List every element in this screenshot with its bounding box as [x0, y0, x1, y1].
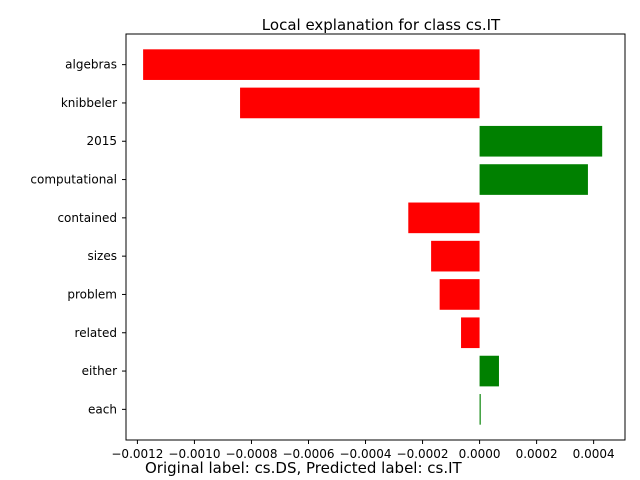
bars-group — [143, 49, 603, 425]
bar-related — [461, 317, 480, 349]
x-tick-label: 0.0000 — [459, 447, 501, 461]
y-tick-label: 2015 — [86, 134, 117, 148]
x-tick-label: −0.0012 — [111, 447, 163, 461]
x-tick-label: −0.0004 — [339, 447, 391, 461]
bar-problem — [439, 279, 480, 310]
bar-either — [479, 355, 499, 387]
bar-2015 — [479, 125, 603, 157]
x-tick-label: −0.0008 — [225, 447, 277, 461]
x-tick-label: −0.0006 — [282, 447, 334, 461]
x-tick-label: −0.0002 — [397, 447, 449, 461]
bar-each — [479, 394, 481, 425]
bar-contained — [408, 202, 480, 234]
x-tick-label: 0.0004 — [573, 447, 615, 461]
y-tick-label: computational — [30, 173, 117, 187]
axes-frame — [125, 33, 626, 441]
y-tick-label: problem — [67, 287, 117, 301]
y-tick-label: either — [82, 364, 117, 378]
y-tick-label: sizes — [87, 249, 117, 263]
y-ticks: algebras knibbeler 2015 computational contai… — [30, 58, 126, 416]
y-tick-label: related — [75, 326, 117, 340]
y-tick-label: contained — [57, 211, 117, 225]
x-tick-label: −0.0010 — [168, 447, 220, 461]
y-tick-label: knibbeler — [61, 96, 117, 110]
bar-knibbeler — [240, 87, 480, 119]
chart-title: Local explanation for class cs.IT — [262, 16, 501, 34]
x-tick-label: 0.0002 — [516, 447, 558, 461]
y-tick-label: each — [88, 402, 117, 416]
bar-algebras — [143, 49, 480, 80]
bar-computational — [479, 164, 588, 195]
x-ticks: −0.0012 −0.0010 −0.0008 −0.0006 −0.0004 −0.00… — [111, 440, 615, 461]
chart-caption: Original label: cs.DS, Predicted label: … — [145, 459, 462, 477]
y-tick-label: algebras — [65, 58, 117, 72]
bar-sizes — [431, 240, 480, 272]
